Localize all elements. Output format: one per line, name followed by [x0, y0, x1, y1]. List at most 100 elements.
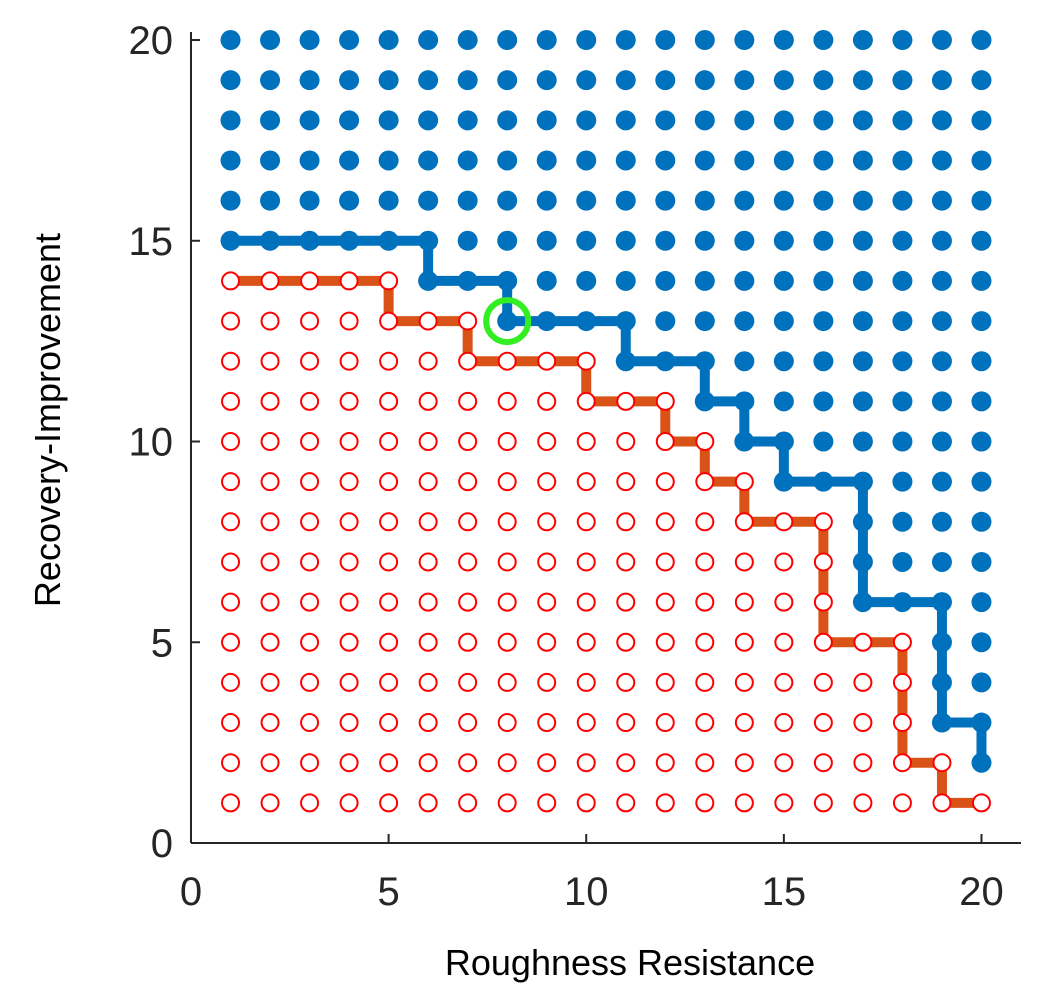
infeasible-point	[853, 672, 873, 692]
feasible-point	[734, 150, 755, 171]
highlight-group	[483, 297, 532, 346]
infeasible-point	[339, 793, 359, 813]
feasible-point	[576, 30, 597, 51]
infeasible-point	[458, 793, 478, 813]
feasible-point	[299, 110, 320, 131]
feasible-point	[852, 190, 873, 211]
infeasible-point	[892, 793, 912, 813]
infeasible-point	[300, 391, 320, 411]
feasible-point	[220, 150, 241, 171]
feasible-point	[536, 70, 557, 91]
infeasible-point	[774, 713, 794, 733]
feasible-point	[773, 431, 794, 452]
infeasible-point	[497, 432, 517, 452]
infeasible-point	[734, 632, 754, 652]
feasible-point	[931, 431, 952, 452]
infeasible-point	[734, 753, 754, 773]
feasible-point	[734, 270, 755, 291]
infeasible-point	[853, 713, 873, 733]
infeasible-point	[339, 271, 359, 291]
infeasible-point	[339, 552, 359, 572]
infeasible-point	[655, 391, 675, 411]
feasible-point	[576, 311, 597, 332]
feasible-point	[971, 551, 992, 572]
feasible-point	[852, 270, 873, 291]
infeasible-point	[300, 271, 320, 291]
infeasible-point	[853, 793, 873, 813]
feasible-point	[497, 30, 518, 51]
feasible-point	[892, 592, 913, 613]
infeasible-point	[537, 552, 557, 572]
feasible-point	[378, 190, 399, 211]
feasible-point	[931, 672, 952, 693]
infeasible-point	[734, 793, 754, 813]
feasible-point	[852, 592, 873, 613]
feasible-point	[892, 230, 913, 251]
feasible-point	[299, 150, 320, 171]
feasible-point	[339, 110, 360, 131]
feasible-point	[536, 30, 557, 51]
feasible-point	[892, 391, 913, 412]
infeasible-point	[379, 391, 399, 411]
data-points	[220, 30, 992, 813]
infeasible-point	[537, 753, 557, 773]
feasible-point	[892, 30, 913, 51]
infeasible-point	[300, 552, 320, 572]
infeasible-point	[813, 753, 833, 773]
feasible-point	[694, 351, 715, 372]
feasible-point	[220, 70, 241, 91]
infeasible-point	[339, 592, 359, 612]
infeasible-point	[853, 632, 873, 652]
infeasible-point	[576, 753, 596, 773]
feasible-point	[457, 30, 478, 51]
infeasible-point	[339, 432, 359, 452]
y-tick-label: 0	[151, 822, 173, 866]
feasible-point	[260, 150, 281, 171]
infeasible-point	[537, 672, 557, 692]
feasible-point	[694, 311, 715, 332]
infeasible-point	[774, 512, 794, 532]
infeasible-point	[260, 271, 280, 291]
feasible-point	[576, 270, 597, 291]
feasible-point	[497, 190, 518, 211]
y-axis-label: Recovery-Improvement	[27, 233, 68, 607]
infeasible-point	[813, 512, 833, 532]
infeasible-point	[576, 793, 596, 813]
infeasible-point	[774, 793, 794, 813]
feasible-point	[694, 70, 715, 91]
infeasible-point	[853, 753, 873, 773]
infeasible-point	[774, 552, 794, 572]
infeasible-point	[418, 391, 438, 411]
infeasible-point	[458, 713, 478, 733]
feasible-point	[497, 110, 518, 131]
feasible-point	[971, 351, 992, 372]
feasible-point	[813, 391, 834, 412]
infeasible-point	[813, 713, 833, 733]
infeasible-point	[379, 271, 399, 291]
infeasible-point	[221, 713, 241, 733]
infeasible-point	[695, 512, 715, 532]
infeasible-point	[300, 672, 320, 692]
infeasible-point	[418, 713, 438, 733]
y-tick-label: 20	[129, 19, 174, 63]
x-tick-label: 20	[959, 870, 1004, 914]
infeasible-point	[616, 672, 636, 692]
feasible-point	[615, 70, 636, 91]
infeasible-point	[339, 672, 359, 692]
infeasible-point	[300, 432, 320, 452]
infeasible-point	[576, 432, 596, 452]
feasible-point	[773, 351, 794, 372]
infeasible-point	[418, 592, 438, 612]
feasible-point	[773, 471, 794, 492]
infeasible-point	[616, 753, 636, 773]
axes	[190, 32, 1021, 844]
infeasible-point	[458, 391, 478, 411]
feasible-point	[773, 391, 794, 412]
infeasible-point	[221, 512, 241, 532]
infeasible-point	[537, 713, 557, 733]
infeasible-point	[458, 672, 478, 692]
infeasible-point	[497, 753, 517, 773]
infeasible-point	[379, 472, 399, 492]
feasible-point	[260, 30, 281, 51]
infeasible-point	[695, 793, 715, 813]
